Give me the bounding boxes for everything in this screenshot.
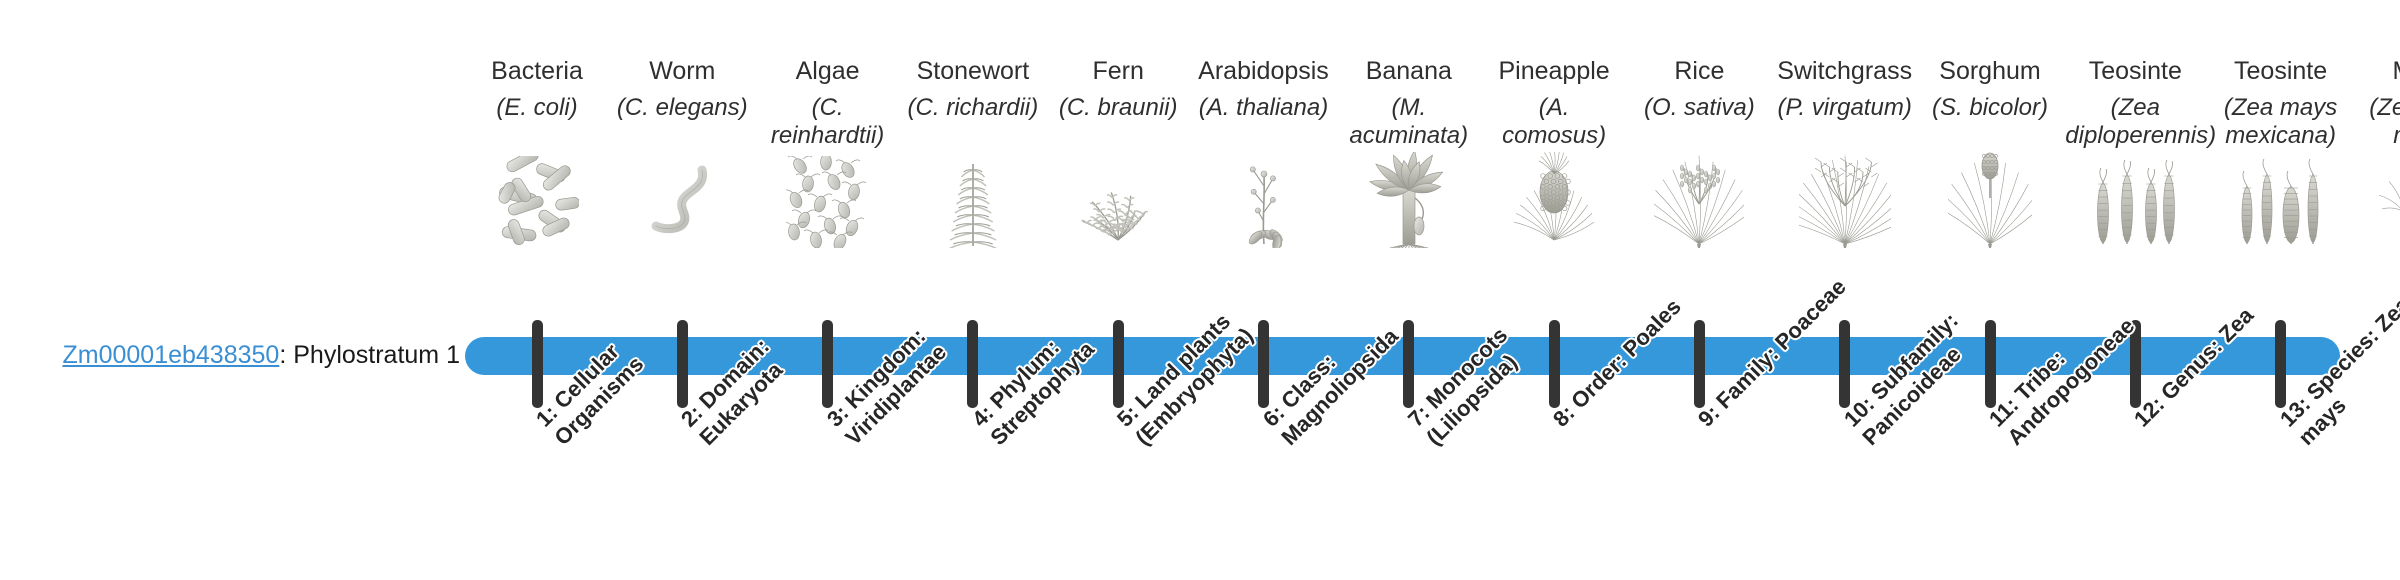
bacteria-illustration [467,152,607,248]
species-common-name: Bacteria [491,57,583,85]
species-column: Bacteria (E. coli) [467,56,607,248]
axis-tick [1984,320,1996,408]
gene-phylostratum-label: Zm00001eb438350: Phylostratum 1 [40,340,460,370]
species-scientific-name: (C. richardii) [907,94,1039,121]
species-scientific-name: (A. comosus) [1502,94,1607,149]
stonewort-illustration [903,152,1043,248]
species-column: Pineapple (A. comosus) [1484,56,1624,248]
teosinte-mexicana-illustration [2211,152,2351,248]
species-scientific-name: (S. bicolor) [1931,94,2049,121]
species-column: Switchgrass (P. virgatum) [1775,56,1915,248]
rank-name: Land plants (Embryophyta) [1130,308,1259,451]
species-scientific-name: (C. elegans) [616,94,748,121]
species-column: Fern (C. braunii) [1048,56,1188,248]
species-scientific-name: (Zea mays mexicana) [2223,94,2338,149]
fern-illustration [1048,152,1188,248]
species-common-name: Stonewort [916,57,1030,85]
species-scientific-name: (Zea mays mays) [2369,94,2400,149]
species-column: Algae (C. reinhardtii) [758,56,898,248]
species-column: Teosinte (Zea diploperennis) [2065,56,2217,248]
species-scientific-name: (P. virgatum) [1777,94,1912,121]
axis-tick [967,320,979,408]
species-column: Banana (M. acuminata) [1339,56,1479,248]
axis-tick [531,320,543,408]
axis-tick [1693,320,1705,408]
species-common-name: Worm [649,57,716,85]
species-scientific-name: (Zea diploperennis) [2065,94,2217,149]
axis-tick [1403,320,1415,408]
rank-name: Subfamily: Panicoideae [1857,307,1966,451]
rank-name: Tribe: Andropogoneae [2002,313,2140,451]
species-common-name: Fern [1092,57,1144,85]
axis-tick [1258,320,1269,408]
phylostratum-value: Phylostratum 1 [293,341,460,369]
sorghum-illustration [1920,152,2060,248]
phylostratum-axis-bar [465,337,2340,375]
species-scientific-name: (E. coli) [496,94,578,121]
maize-ear-illustration [2356,152,2400,248]
gene-label-separator: : [279,341,294,369]
switchgrass-illustration [1775,152,1915,248]
axis-tick [2275,320,2287,408]
teosinte-ears-illustration [2065,152,2205,248]
gene-id-link[interactable]: Zm00001eb438350 [62,341,280,369]
species-column: Rice (O. sativa) [1629,56,1769,248]
pineapple-illustration [1484,152,1624,248]
species-common-name: Sorghum [1939,57,2041,85]
species-column: Arabidopsis (A. thaliana) [1194,56,1334,248]
worm-illustration [612,152,752,248]
species-common-name: Banana [1365,57,1452,85]
species-common-name: Pineapple [1498,57,1610,85]
axis-tick [822,320,834,408]
species-common-name: Rice [1674,57,1725,85]
axis-tick [1548,320,1560,408]
axis-tick [1112,320,1124,408]
rice-illustration [1629,152,1769,248]
axis-tick [1839,320,1851,408]
species-scientific-name: (C. reinhardtii) [770,94,885,149]
species-common-name: Teosinte [2088,57,2182,85]
species-column: Sorghum (S. bicolor) [1920,56,2060,248]
species-scientific-name: (M. acuminata) [1349,94,1469,149]
banana-illustration [1339,152,1479,248]
species-common-name: Teosinte [2234,57,2328,85]
species-column: Maize (Zea mays mays) [2356,56,2400,248]
species-common-name: Switchgrass [1777,57,1913,85]
algae-illustration [758,152,898,248]
species-column: Stonewort (C. richardii) [903,56,1043,248]
species-column: Worm (C. elegans) [612,56,752,248]
axis-tick [2129,320,2141,408]
species-scientific-name: (C. braunii) [1058,94,1178,121]
species-scientific-name: (A. thaliana) [1198,94,1329,121]
arabidopsis-illustration [1194,152,1334,248]
species-scientific-name: (O. sativa) [1644,94,1755,121]
species-common-name: Maize [2356,56,2400,86]
species-column: Teosinte (Zea mays mexicana) [2211,56,2351,248]
species-common-name: Algae [795,57,860,85]
species-common-name: Arabidopsis [1198,57,1329,85]
axis-tick [676,320,688,408]
